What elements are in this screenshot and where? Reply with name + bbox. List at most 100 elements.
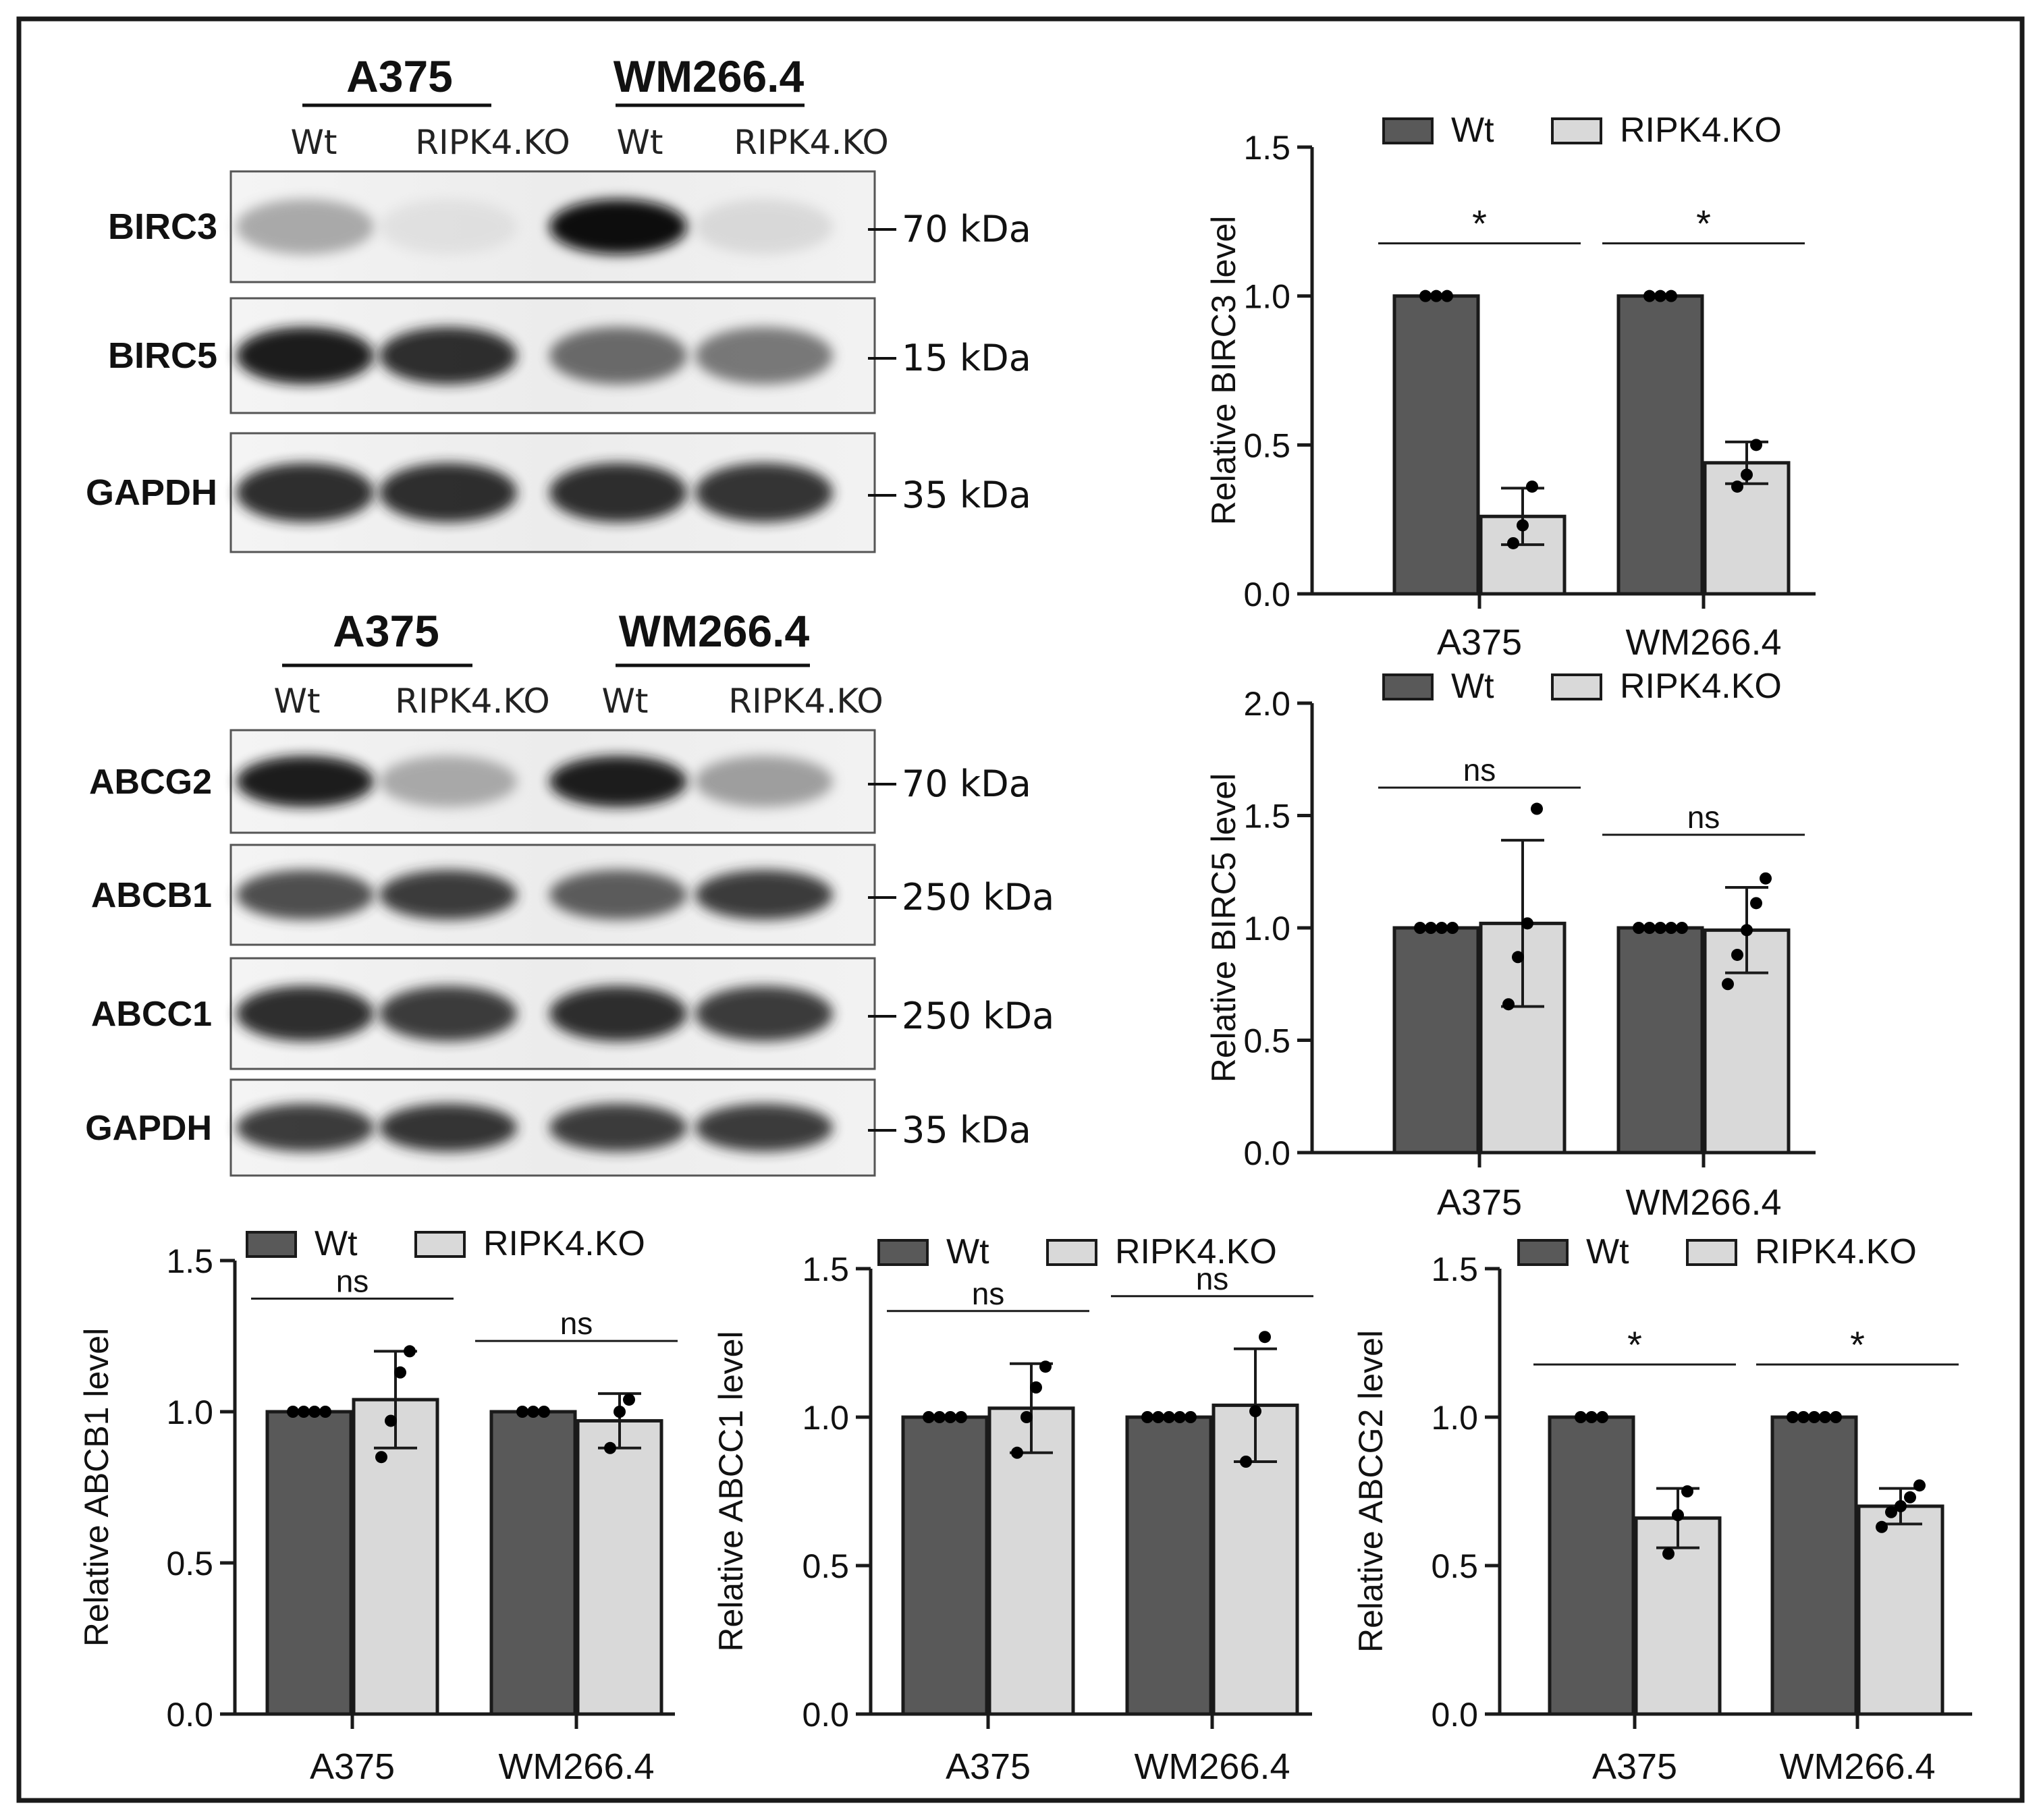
significance-label: * [1472, 202, 1487, 245]
legend-label: RIPK4.KO [483, 1224, 645, 1263]
significance-label: ns [336, 1263, 369, 1298]
data-point [1633, 922, 1645, 934]
blot-row-abcg2: ABCG2 70 kDa [89, 729, 1031, 834]
data-point [1885, 1506, 1897, 1518]
data-point [1259, 1331, 1271, 1344]
marker-label: 15 kDa [902, 337, 1031, 379]
data-point [1876, 1520, 1888, 1533]
x-tick-label: WM266.4 [1779, 1746, 1935, 1787]
y-tick-label: 0.5 [1431, 1547, 1478, 1585]
data-point [1654, 922, 1666, 934]
data-point [1419, 289, 1432, 302]
y-tick-label: 1.0 [802, 1399, 849, 1437]
data-point [944, 1411, 956, 1423]
data-point [604, 1441, 616, 1454]
data-point [1512, 951, 1524, 964]
data-point [1808, 1411, 1820, 1423]
chart-abcg2: 0.0 0.5 1.0 1.5 Relative ABCG2 level Wt RIPK4.… [1352, 1232, 1972, 1787]
data-point [1760, 872, 1772, 885]
blot-band [549, 199, 687, 254]
data-point [1521, 917, 1533, 930]
bar-wt [489, 1410, 577, 1716]
marker-label: 35 kDa [902, 474, 1031, 516]
data-point [1039, 1360, 1052, 1373]
chart-birc3: 0.0 0.5 1.0 1.5 Relative BIRC3 level Wt RIPK4.… [1205, 111, 1816, 663]
significance-label: * [1850, 1323, 1865, 1366]
legend-label: Wt [946, 1232, 989, 1271]
data-point [933, 1411, 946, 1423]
y-tick-label: 1.5 [1243, 129, 1290, 167]
data-point [1174, 1411, 1186, 1423]
significance-label: ns [560, 1306, 593, 1341]
legend-swatch [1382, 673, 1434, 700]
data-point [1819, 1411, 1831, 1423]
data-point [1585, 1411, 1598, 1423]
data-point [1185, 1411, 1197, 1423]
legend-swatch [1551, 117, 1602, 144]
data-point [516, 1406, 528, 1418]
data-point [1643, 922, 1656, 934]
blot-panel-1: A375 WM266.4 Wt RIPK4.KO Wt RIPK4.KO BIRC3 70 k… [86, 51, 1031, 553]
data-point [1414, 922, 1426, 934]
cell-line-header: A375 [333, 606, 439, 656]
blot-band [549, 756, 687, 807]
y-tick-label: 0.5 [1243, 1022, 1290, 1060]
y-tick-label: 0.5 [1243, 426, 1290, 464]
data-point [1654, 289, 1666, 302]
blot-band [549, 870, 687, 920]
legend-label: Wt [315, 1224, 358, 1263]
y-tick-label: 1.0 [166, 1394, 213, 1431]
data-point [1662, 1547, 1675, 1560]
y-tick-label: 0.0 [1243, 576, 1290, 613]
x-tick-label: A375 [1437, 1182, 1522, 1223]
data-point [319, 1406, 331, 1418]
data-point [404, 1345, 416, 1358]
blot-band [236, 986, 374, 1041]
y-tick-label: 1.0 [1431, 1399, 1478, 1437]
protein-label: BIRC3 [108, 206, 217, 247]
data-point [1240, 1456, 1252, 1468]
y-axis-label: Relative BIRC3 level [1205, 216, 1243, 526]
data-point [1531, 802, 1543, 815]
data-point [1141, 1411, 1153, 1423]
blot-band [695, 1103, 833, 1152]
marker-label: 70 kDa [902, 208, 1031, 250]
data-point [1425, 922, 1437, 934]
data-point [1436, 922, 1448, 934]
lane-label: RIPK4.KO [728, 682, 883, 721]
blot-band [379, 463, 517, 522]
data-point [1665, 289, 1677, 302]
blot-band [379, 327, 517, 385]
legend-label: Wt [1586, 1232, 1629, 1271]
lane-label: Wt [290, 123, 337, 162]
blot-band [695, 327, 833, 385]
data-point [1643, 289, 1656, 302]
lane-label: Wt [601, 682, 648, 721]
data-point [1797, 1411, 1809, 1423]
legend-label: RIPK4.KO [1115, 1232, 1277, 1271]
protein-label: GAPDH [85, 1109, 212, 1148]
legend-swatch [1517, 1239, 1569, 1266]
data-point [1517, 519, 1529, 532]
legend-label: RIPK4.KO [1620, 111, 1782, 150]
y-tick-label: 2.0 [1243, 685, 1290, 723]
blot-band [549, 1103, 687, 1152]
blot-band [379, 870, 517, 920]
x-tick-label: WM266.4 [1625, 1182, 1781, 1223]
legend-label: Wt [1451, 667, 1494, 706]
data-point [1722, 978, 1734, 991]
data-point [287, 1406, 299, 1418]
legend-swatch [414, 1231, 466, 1258]
data-point [1681, 1485, 1693, 1497]
lane-label: RIPK4.KO [415, 123, 570, 162]
legend: Wt RIPK4.KO [877, 1232, 1277, 1271]
data-point [308, 1406, 321, 1418]
data-point [923, 1411, 935, 1423]
x-tick-label: A375 [1437, 622, 1522, 663]
y-tick-label: 1.5 [1431, 1250, 1478, 1288]
data-point [1741, 468, 1753, 481]
chart-abcc1: 0.0 0.5 1.0 1.5 Relative ABCC1 level Wt RIPK4.… [712, 1232, 1313, 1787]
data-point [1163, 1411, 1175, 1423]
y-tick-label: 1.5 [166, 1242, 213, 1280]
